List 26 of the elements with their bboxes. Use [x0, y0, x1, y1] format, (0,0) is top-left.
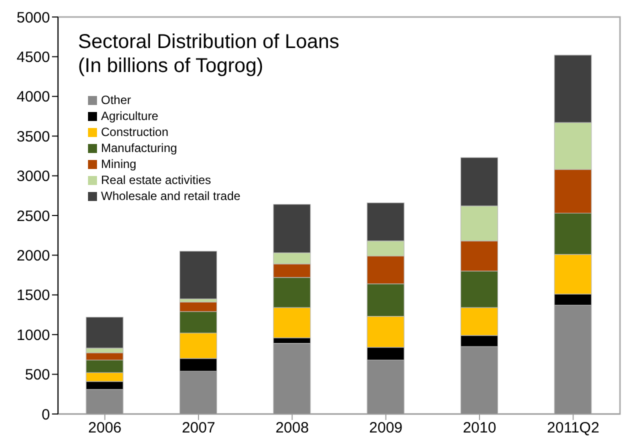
y-tick-label: 3500 — [16, 128, 50, 146]
legend-label: Agriculture — [101, 108, 158, 124]
y-tick-label: 5000 — [16, 9, 50, 26]
text: Sectoral Distribution of Loans (In billions of Togrog) — [78, 30, 340, 78]
x-tick-label: 2006 — [88, 420, 122, 437]
x-tick-label: 2008 — [275, 420, 309, 437]
x-tick-label: 2010 — [462, 420, 496, 437]
y-tick-label: 2000 — [16, 248, 50, 265]
legend-label: Mining — [101, 156, 136, 172]
y-tick-label: 1500 — [16, 287, 50, 304]
legend-label: Real estate activities — [101, 172, 212, 188]
legend-label: Construction — [101, 124, 168, 140]
y-tick-label: 1000 — [16, 326, 50, 344]
legend-label: Wholesale and retail trade — [101, 188, 240, 204]
x-tick-label: 2009 — [369, 420, 403, 437]
legend-label: Other — [101, 92, 132, 108]
y-tick-label: 2500 — [16, 208, 50, 225]
bar — [179, 250, 218, 300]
y-tick-label: 4500 — [16, 49, 50, 66]
x-tick-label: 2011Q2 — [547, 420, 600, 437]
y-tick-label: 4000 — [16, 88, 50, 106]
x-tick-label: 2007 — [182, 420, 216, 437]
y-tick-label: 0 — [42, 406, 50, 424]
y-tick-label: 500 — [24, 366, 50, 384]
legend-label: Manufacturing — [101, 140, 178, 156]
y-tick-label: 3000 — [16, 168, 50, 186]
